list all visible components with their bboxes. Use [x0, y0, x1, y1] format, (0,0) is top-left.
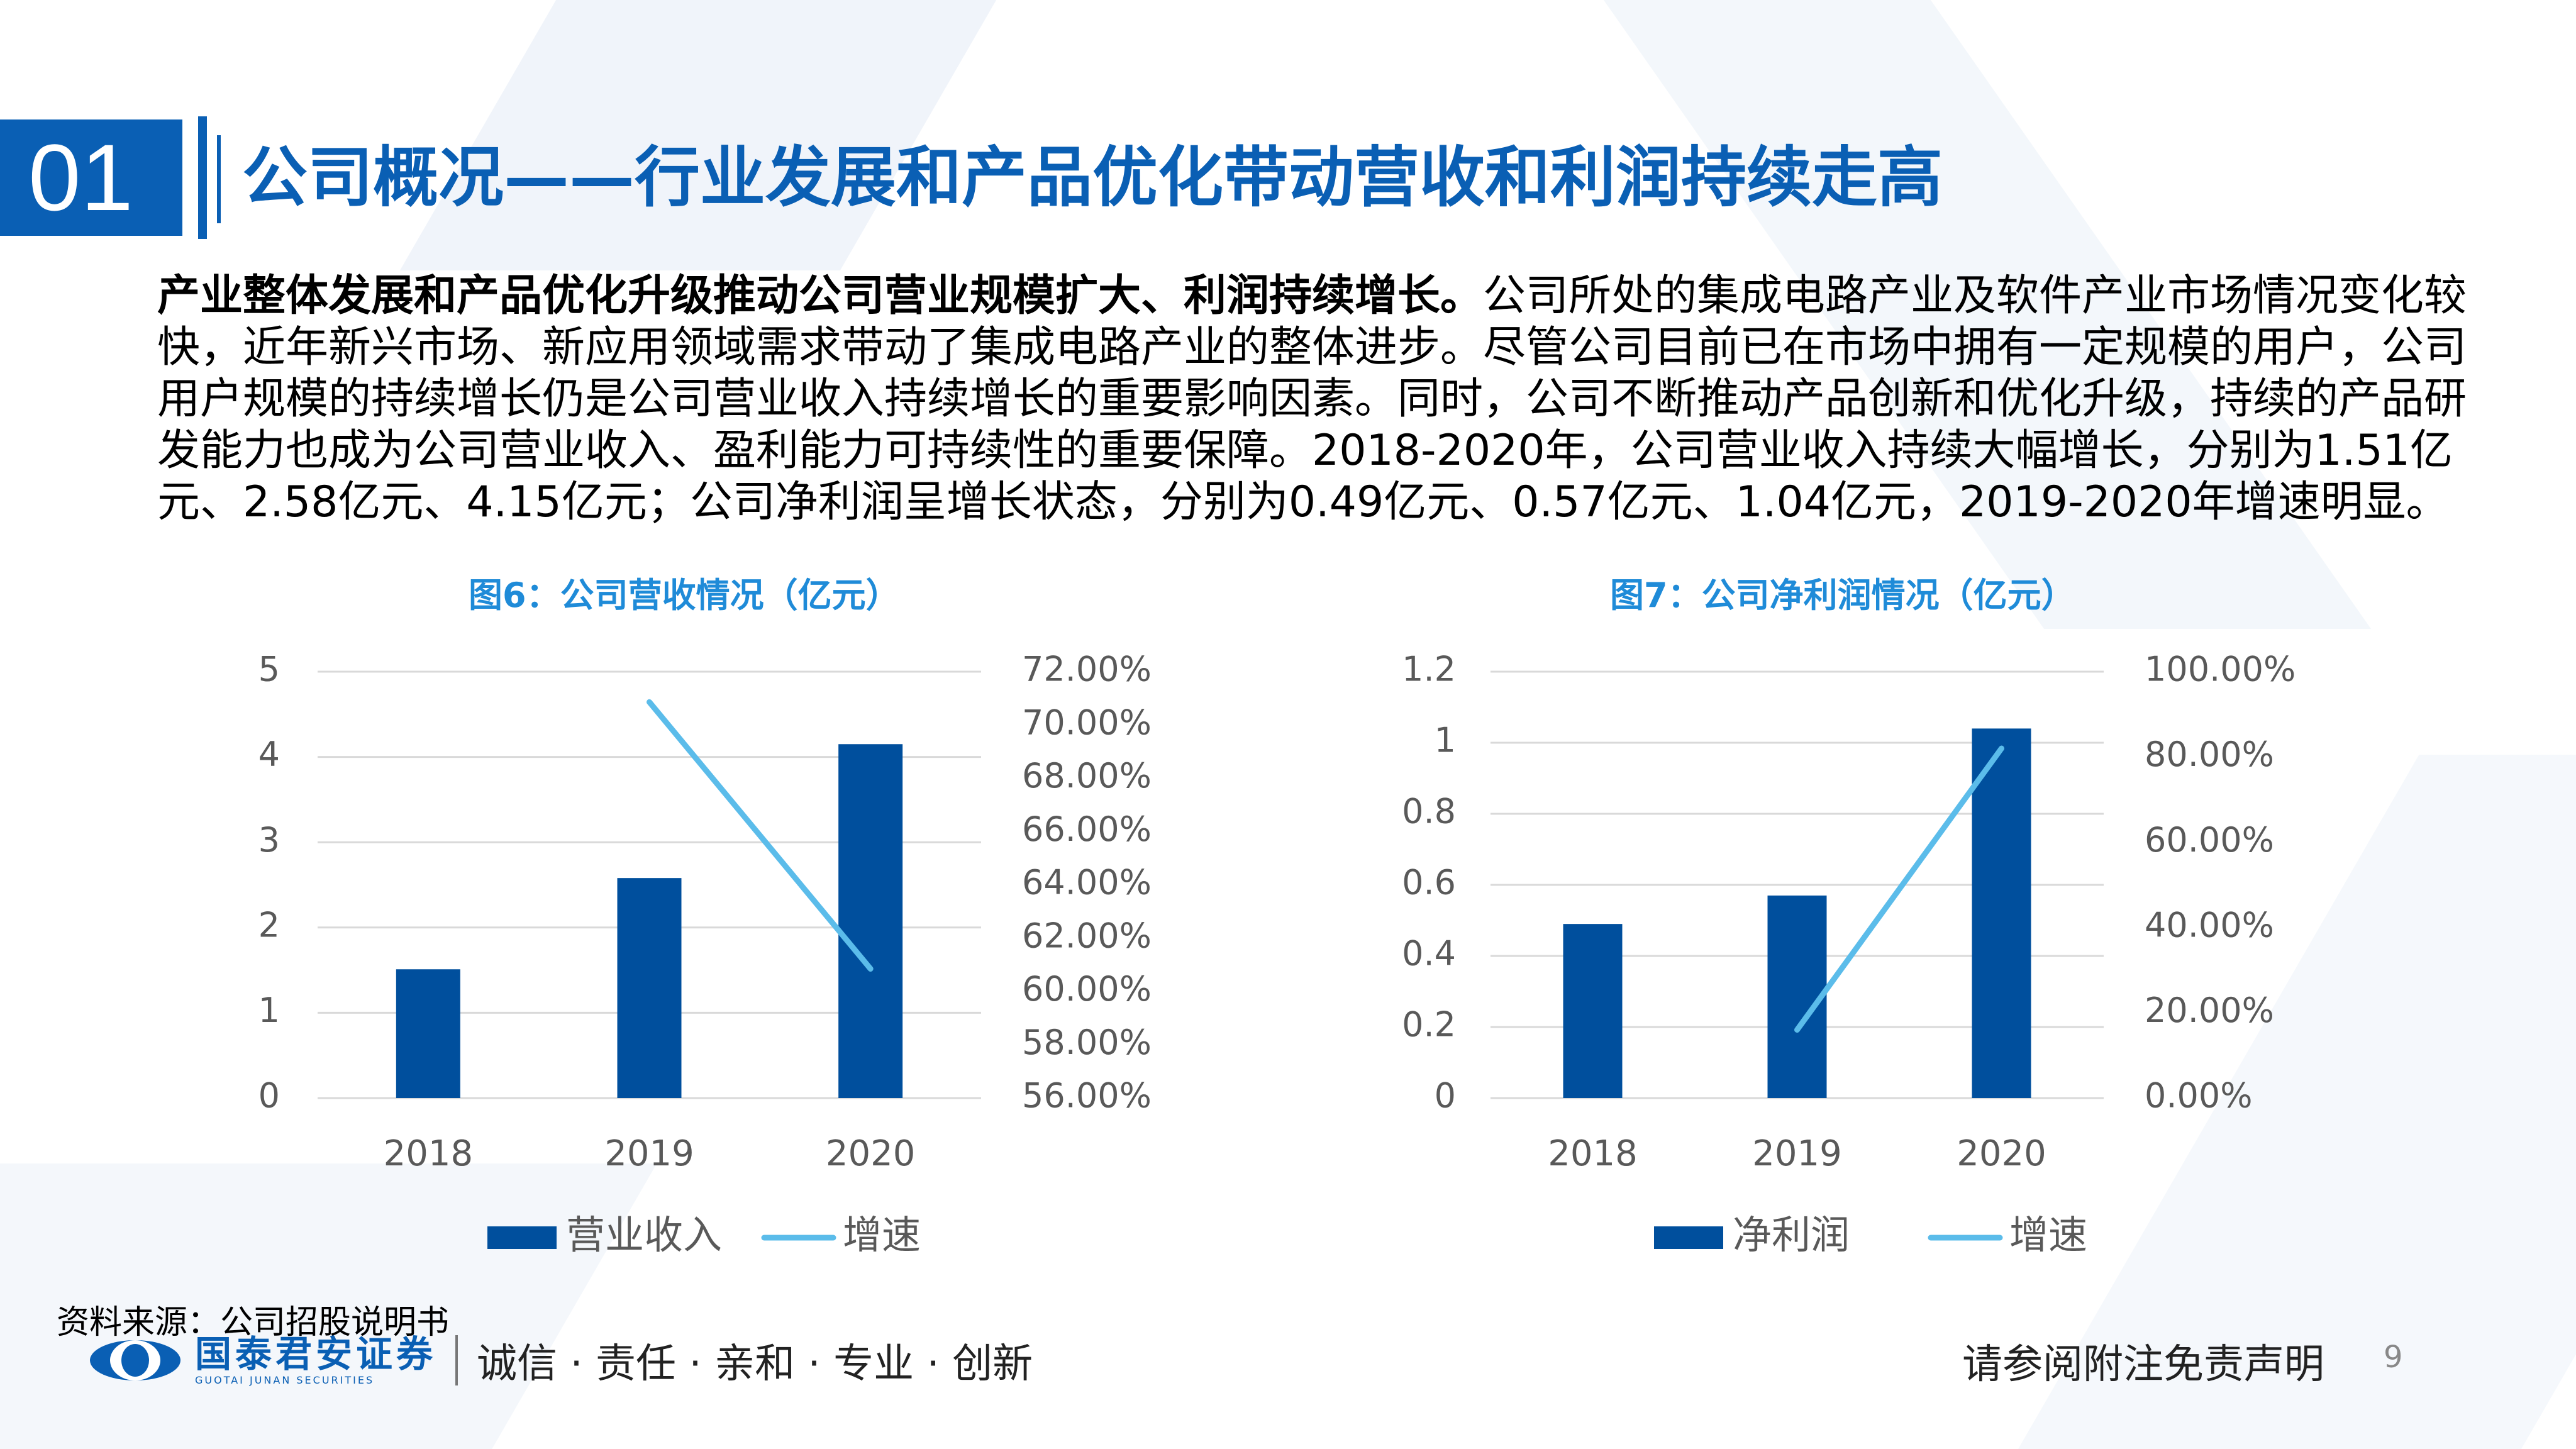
y-tick-label: 4 — [258, 735, 280, 774]
y-tick-label: 0 — [258, 1076, 280, 1116]
section-number: 01 — [0, 119, 182, 236]
y2-tick-label: 72.00% — [1022, 650, 1152, 689]
y2-tick-label: 58.00% — [1022, 1023, 1152, 1062]
x-tick-label: 2018 — [1548, 1133, 1638, 1174]
x-tick-label: 2019 — [1752, 1133, 1842, 1174]
y-tick-label: 5 — [258, 650, 280, 689]
summary-lead: 产业整体发展和产品优化升级推动公司营业规模扩大、利润持续增长。 — [157, 271, 1484, 321]
bar-净利润 — [1563, 924, 1623, 1098]
y2-tick-label: 20.00% — [2145, 991, 2274, 1030]
y2-tick-label: 66.00% — [1022, 809, 1152, 849]
bar-净利润 — [1767, 895, 1827, 1098]
y-tick-label: 1 — [258, 991, 280, 1030]
legend-label: 增速 — [843, 1212, 921, 1258]
logo-name-en: GUOTAI JUNAN SECURITIES — [195, 1374, 375, 1386]
y2-tick-label: 56.00% — [1022, 1076, 1152, 1116]
footer-divider — [455, 1335, 458, 1385]
y-tick-label: 0.6 — [1402, 863, 1456, 902]
chart-title-revenue: 图6：公司营收情况（亿元） — [469, 575, 900, 615]
x-tick-label: 2020 — [826, 1133, 916, 1174]
line-增速 — [647, 699, 874, 972]
page-title: 公司概况——行业发展和产品优化带动营收和利润持续走高 — [242, 139, 1943, 216]
legend-swatch-bar — [1654, 1226, 1723, 1249]
logo-name-cn: 国泰君安证券 — [195, 1333, 437, 1375]
bar-营业收入 — [838, 744, 903, 1098]
y-tick-label: 1 — [1435, 721, 1456, 760]
y2-tick-label: 70.00% — [1022, 702, 1152, 742]
y2-tick-label: 64.00% — [1022, 863, 1152, 902]
y-tick-label: 1.2 — [1402, 650, 1456, 689]
y2-tick-label: 40.00% — [2145, 905, 2274, 945]
bar-营业收入 — [617, 878, 682, 1098]
footer-brand: 国泰君安证券 GUOTAI JUNAN SECURITIES 诚信 · 责任 ·… — [88, 1332, 1033, 1389]
y-tick-label: 0.8 — [1402, 792, 1456, 831]
x-tick-label: 2020 — [1957, 1133, 2046, 1174]
y2-tick-label: 68.00% — [1022, 756, 1152, 796]
company-logo-icon — [90, 1340, 180, 1380]
summary-paragraph: 产业整体发展和产品优化升级推动公司营业规模扩大、利润持续增长。公司所处的集成电路… — [157, 270, 2472, 528]
y-tick-label: 0 — [1435, 1076, 1456, 1116]
disclaimer-note: 请参阅附注免责声明 — [1962, 1341, 2324, 1388]
y2-tick-label: 100.00% — [2145, 650, 2296, 689]
chart-revenue — [318, 670, 981, 1249]
page-number: 9 — [2384, 1340, 2403, 1375]
chart-title-net-profit: 图7：公司净利润情况（亿元） — [1610, 575, 2075, 615]
summary-text: 公司所处的集成电路产业及软件产业市场情况变化较快，近年新兴市场、新应用领域需求带… — [157, 271, 2467, 527]
bar-营业收入 — [396, 969, 460, 1098]
chart-profit — [1491, 670, 2104, 1249]
line-增速 — [1794, 745, 2004, 1033]
section-divider — [217, 135, 221, 223]
company-slogan: 诚信 · 责任 · 亲和 · 专业 · 创新 — [477, 1341, 1033, 1387]
y-tick-label: 0.2 — [1402, 1005, 1456, 1045]
bar-净利润 — [1972, 728, 2031, 1098]
legend-label: 净利润 — [1733, 1212, 1850, 1258]
y-tick-label: 0.4 — [1402, 934, 1456, 974]
y2-tick-label: 60.00% — [2145, 820, 2274, 860]
y-tick-label: 2 — [258, 905, 280, 945]
y2-tick-label: 62.00% — [1022, 916, 1152, 955]
y-tick-label: 3 — [258, 820, 280, 860]
legend-label: 增速 — [2009, 1212, 2087, 1258]
y2-tick-label: 60.00% — [1022, 969, 1152, 1009]
source-note: 资料来源：公司招股说明书 — [57, 1304, 450, 1341]
section-divider — [198, 116, 207, 239]
y2-tick-label: 80.00% — [2145, 735, 2274, 774]
